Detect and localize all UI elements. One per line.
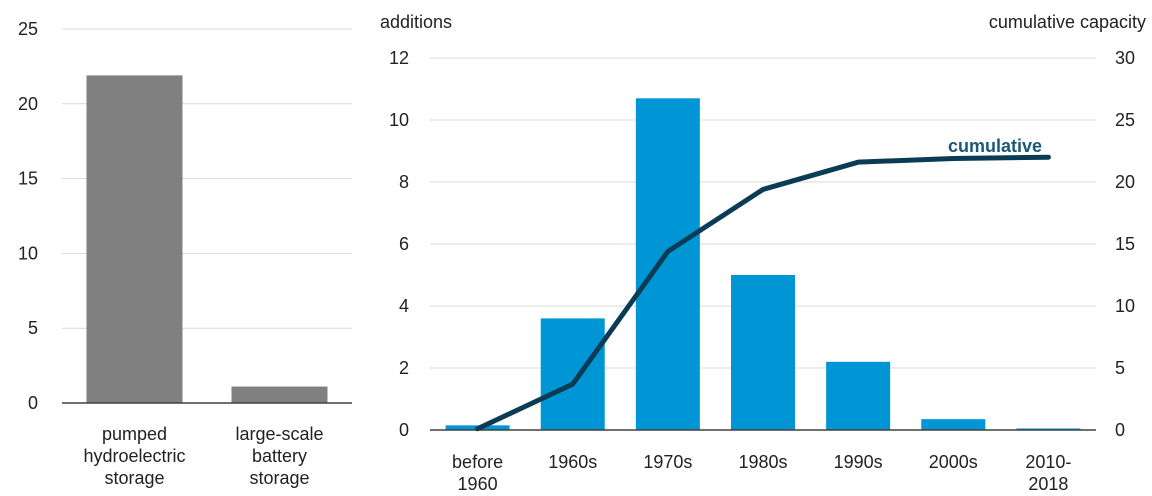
right-chart-right-y-tick: 15 [1115,234,1135,254]
right-chart-left-y-tick: 2 [399,358,409,378]
right-chart-right-y-tick: 5 [1115,358,1125,378]
left-axis-title: additions [380,12,452,32]
left-chart-y-tick: 20 [18,94,38,114]
right-chart-category-label: 2018 [1028,474,1068,494]
left-chart-bar [231,386,328,403]
additions-bar [540,318,605,430]
cumulative-line-series [475,154,1051,432]
additions-bar [826,361,891,430]
left-chart-category-label: pumped [102,424,167,444]
chart-labels: additions cumulative capacity cumulative [380,12,1146,156]
additions-bar [635,98,700,431]
left-chart-y-tick: 15 [18,169,38,189]
left-chart-category-label: battery [252,446,307,466]
right-chart-left-y-tick: 4 [399,296,409,316]
right-chart-right-y-tick: 25 [1115,110,1135,130]
right-chart-category-label: 1990s [834,452,883,472]
left-chart-y-tick: 10 [18,243,38,263]
left-chart-bars [86,75,328,403]
left-chart-category-label: hydroelectric [83,446,185,466]
cumulative-series-label: cumulative [948,136,1042,156]
chart-axes: 0510152025pumpedhydroelectricstoragelarg… [18,19,1135,494]
right-chart-right-y-tick: 10 [1115,296,1135,316]
additions-bar [921,419,986,430]
right-chart-left-y-tick: 0 [399,420,409,440]
left-chart-y-tick: 25 [18,19,38,39]
additions-bar [1016,428,1081,430]
left-chart-category-label: storage [104,468,164,488]
right-chart-left-y-tick: 6 [399,234,409,254]
right-chart-right-y-tick: 30 [1115,48,1135,68]
cumulative-line [475,154,1051,432]
right-chart-right-y-tick: 0 [1115,420,1125,440]
right-chart-category-label: 1960 [458,474,498,494]
right-chart-left-y-tick: 8 [399,172,409,192]
right-chart-category-label: 1960s [548,452,597,472]
additions-bar [731,275,795,430]
left-chart-y-tick: 5 [28,318,38,338]
left-chart-y-tick: 0 [28,393,38,413]
left-chart-bar [86,75,183,403]
right-axis-title: cumulative capacity [989,12,1146,32]
right-chart-right-y-tick: 20 [1115,172,1135,192]
left-chart-category-label: large-scale [235,424,323,444]
right-chart-category-label: 1970s [643,452,692,472]
left-chart-category-label: storage [249,468,309,488]
right-chart-category-label: before [452,452,503,472]
right-chart-category-label: 2010- [1025,452,1071,472]
right-chart-category-label: 2000s [929,452,978,472]
right-chart-category-label: 1980s [738,452,787,472]
right-chart-left-y-tick: 12 [389,48,409,68]
right-chart-left-y-tick: 10 [389,110,409,130]
